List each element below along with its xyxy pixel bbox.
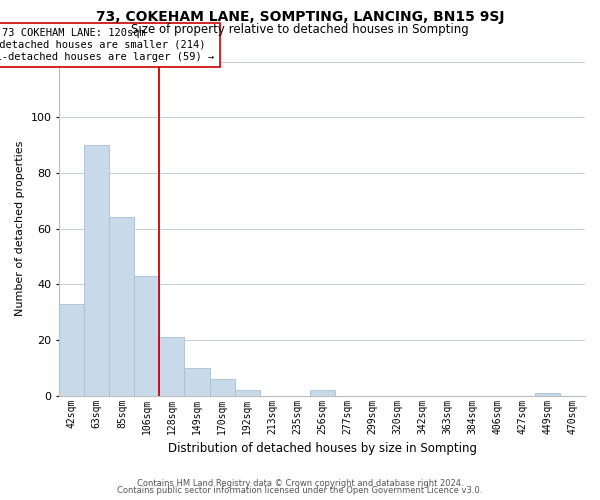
Text: Size of property relative to detached houses in Sompting: Size of property relative to detached ho… [131,22,469,36]
Bar [109,218,134,396]
Bar [535,393,560,396]
Bar [59,304,85,396]
Bar [85,145,109,396]
Text: 73, COKEHAM LANE, SOMPTING, LANCING, BN15 9SJ: 73, COKEHAM LANE, SOMPTING, LANCING, BN1… [96,10,504,24]
Bar [160,337,184,396]
Bar [235,390,260,396]
Text: Contains public sector information licensed under the Open Government Licence v3: Contains public sector information licen… [118,486,482,495]
Text: Contains HM Land Registry data © Crown copyright and database right 2024.: Contains HM Land Registry data © Crown c… [137,478,463,488]
Bar [184,368,209,396]
X-axis label: Distribution of detached houses by size in Sompting: Distribution of detached houses by size … [167,442,476,455]
Bar [209,379,235,396]
Bar [134,276,160,396]
Text: 73 COKEHAM LANE: 120sqm
← 78% of detached houses are smaller (214)
22% of semi-d: 73 COKEHAM LANE: 120sqm ← 78% of detache… [0,28,215,62]
Y-axis label: Number of detached properties: Number of detached properties [15,141,25,316]
Bar [310,390,335,396]
